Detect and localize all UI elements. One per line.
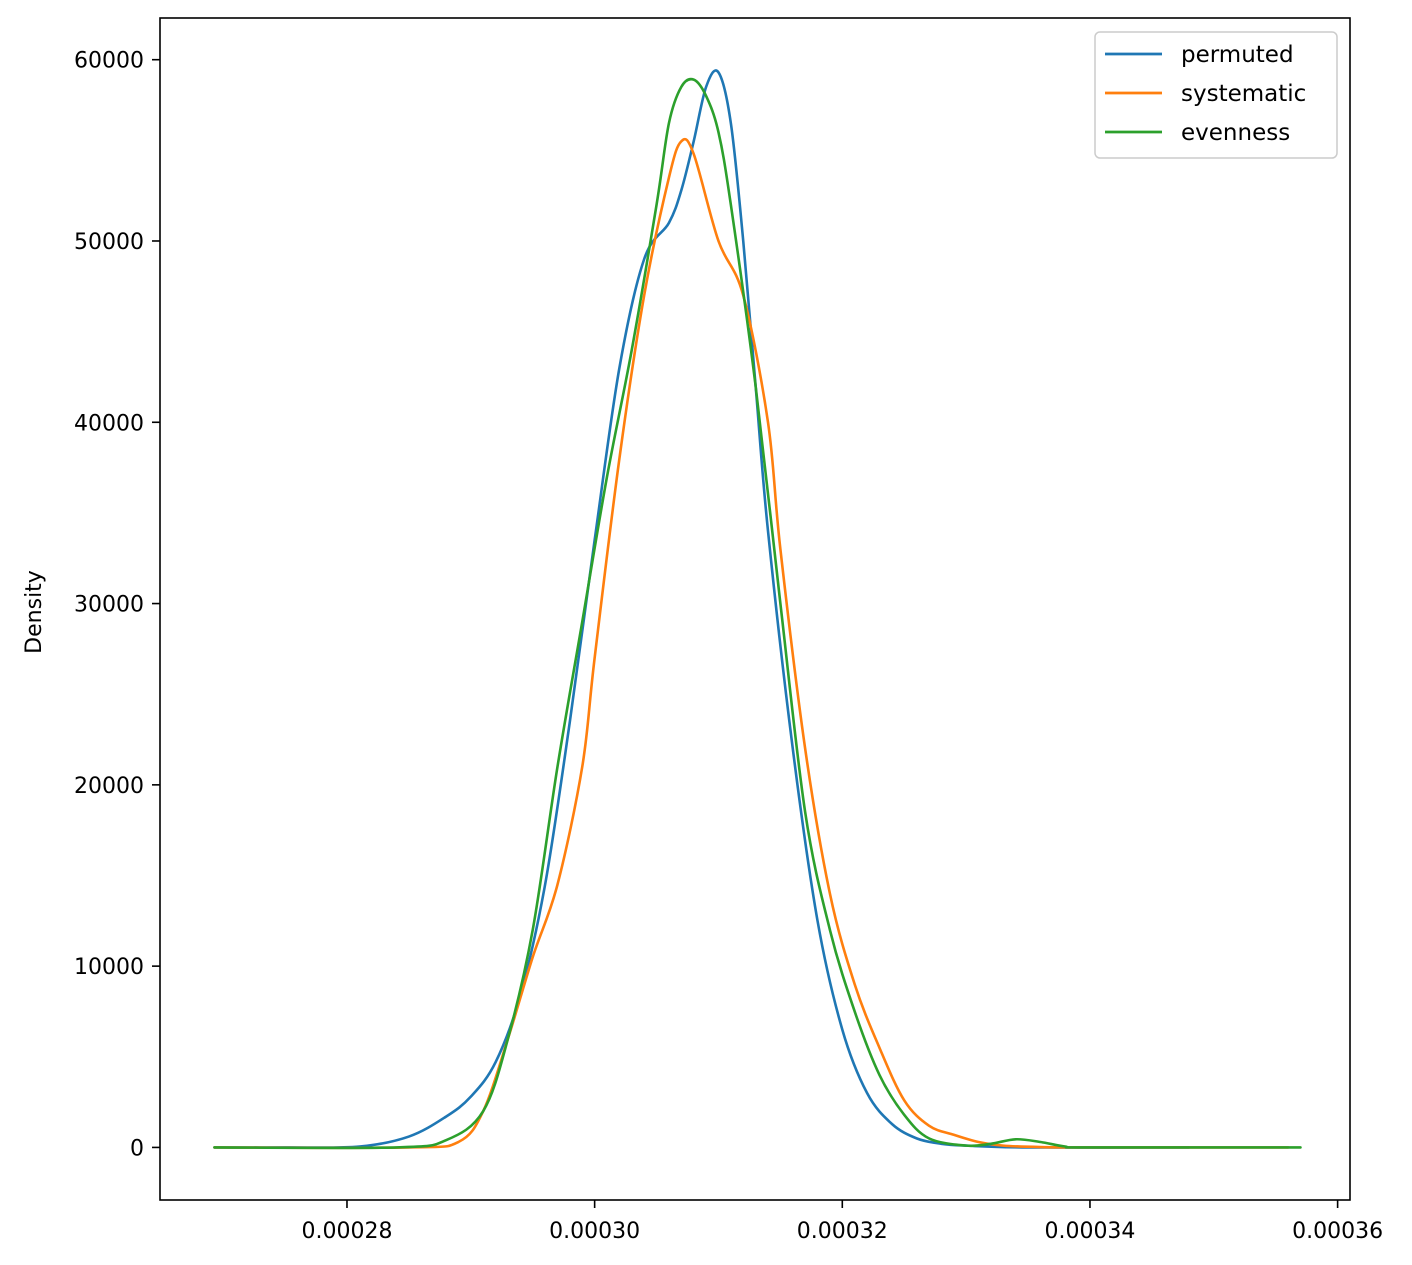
legend: permuted systematic evenness <box>1094 31 1338 159</box>
y-axis-ticks: 0 10000 20000 30000 40000 50000 60000 <box>74 49 160 1161</box>
x-tick-label: 0.00028 <box>301 1219 392 1244</box>
y-tick-label: 30000 <box>74 593 144 618</box>
y-tick-label: 20000 <box>74 774 144 799</box>
y-tick-label: 10000 <box>74 955 144 980</box>
x-tick-label: 0.00036 <box>1292 1219 1383 1244</box>
plot-area <box>160 18 1350 1200</box>
series-line-systematic <box>213 137 1290 1150</box>
y-axis-label: Density <box>22 570 47 654</box>
y-tick-label: 50000 <box>74 230 144 255</box>
series-line-evenness <box>213 77 1302 1150</box>
legend-label-permuted: permuted <box>1181 42 1294 68</box>
legend-label-systematic: systematic <box>1181 81 1306 107</box>
y-tick-label: 40000 <box>74 411 144 436</box>
x-tick-label: 0.00030 <box>549 1219 640 1244</box>
y-tick-label: 0 <box>130 1136 144 1161</box>
x-tick-label: 0.00034 <box>1044 1219 1135 1244</box>
series-lines <box>213 69 1302 1150</box>
y-tick-label: 60000 <box>74 49 144 74</box>
x-tick-label: 0.00032 <box>797 1219 888 1244</box>
x-axis-ticks: 0.00028 0.00030 0.00032 0.00034 0.00036 <box>301 1200 1383 1244</box>
plot-frame <box>159 17 1351 1201</box>
legend-box <box>1094 31 1338 159</box>
legend-label-evenness: evenness <box>1181 120 1290 146</box>
series-line-permuted <box>213 69 1191 1149</box>
